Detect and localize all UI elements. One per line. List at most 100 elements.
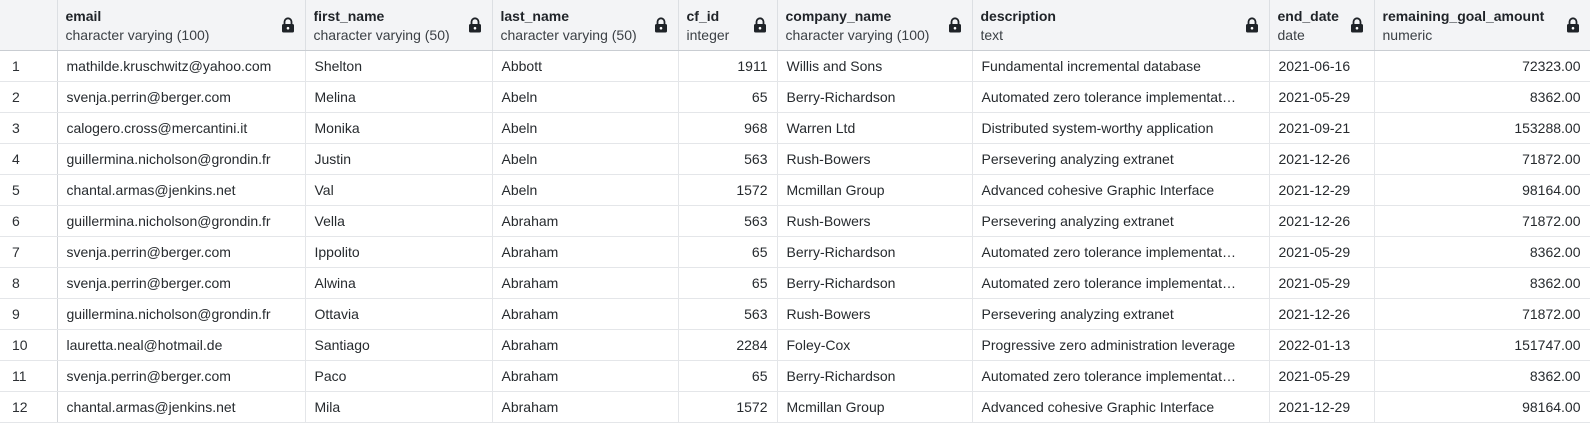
cell-email[interactable]: mathilde.kruschwitz@yahoo.com bbox=[57, 50, 306, 82]
cell-email[interactable]: svenja.perrin@berger.com bbox=[57, 81, 306, 113]
row-number[interactable]: 1 bbox=[0, 50, 58, 82]
cell-first-name[interactable]: Shelton bbox=[305, 50, 493, 82]
cell-end-date[interactable]: 2021-12-26 bbox=[1269, 143, 1375, 175]
cell-first-name[interactable]: Ippolito bbox=[305, 236, 493, 268]
cell-remaining-goal-amount[interactable]: 72323.00 bbox=[1374, 50, 1590, 82]
cell-remaining-goal-amount[interactable]: 8362.00 bbox=[1374, 81, 1590, 113]
table-row[interactable]: 11 svenja.perrin@berger.com Paco Abraham 65 B… bbox=[0, 360, 1590, 392]
cell-company-name[interactable]: Mcmillan Group bbox=[777, 174, 973, 206]
column-header-description[interactable]: description text bbox=[972, 0, 1270, 51]
cell-cf-id[interactable]: 65 bbox=[678, 360, 778, 392]
cell-end-date[interactable]: 2022-01-13 bbox=[1269, 329, 1375, 361]
cell-first-name[interactable]: Monika bbox=[305, 112, 493, 144]
cell-description[interactable]: Progressive zero administration leverage bbox=[972, 329, 1270, 361]
cell-first-name[interactable]: Paco bbox=[305, 360, 493, 392]
cell-first-name[interactable]: Santiago bbox=[305, 329, 493, 361]
cell-end-date[interactable]: 2021-05-29 bbox=[1269, 360, 1375, 392]
cell-first-name[interactable]: Alwina bbox=[305, 267, 493, 299]
cell-email[interactable]: guillermina.nicholson@grondin.fr bbox=[57, 298, 306, 330]
cell-description[interactable]: Advanced cohesive Graphic Interface bbox=[972, 391, 1270, 423]
cell-last-name[interactable]: Abeln bbox=[492, 81, 679, 113]
cell-company-name[interactable]: Willis and Sons bbox=[777, 50, 973, 82]
cell-company-name[interactable]: Berry-Richardson bbox=[777, 360, 973, 392]
cell-description[interactable]: Distributed system-worthy application bbox=[972, 112, 1270, 144]
column-header-cf-id[interactable]: cf_id integer bbox=[678, 0, 778, 51]
row-number[interactable]: 6 bbox=[0, 205, 58, 237]
cell-remaining-goal-amount[interactable]: 71872.00 bbox=[1374, 298, 1590, 330]
row-number[interactable]: 11 bbox=[0, 360, 58, 392]
cell-first-name[interactable]: Justin bbox=[305, 143, 493, 175]
column-header-last-name[interactable]: last_name character varying (50) bbox=[492, 0, 679, 51]
cell-cf-id[interactable]: 563 bbox=[678, 143, 778, 175]
table-row[interactable]: 9 guillermina.nicholson@grondin.fr Ottavia… bbox=[0, 298, 1590, 330]
cell-end-date[interactable]: 2021-12-29 bbox=[1269, 174, 1375, 206]
cell-description[interactable]: Automated zero tolerance implementat… bbox=[972, 267, 1270, 299]
cell-end-date[interactable]: 2021-05-29 bbox=[1269, 81, 1375, 113]
cell-description[interactable]: Persevering analyzing extranet bbox=[972, 143, 1270, 175]
cell-company-name[interactable]: Mcmillan Group bbox=[777, 391, 973, 423]
table-row[interactable]: 1 mathilde.kruschwitz@yahoo.com Shelton Abb… bbox=[0, 50, 1590, 82]
cell-last-name[interactable]: Abraham bbox=[492, 329, 679, 361]
table-row[interactable]: 2 svenja.perrin@berger.com Melina Abeln 65 Be… bbox=[0, 81, 1590, 113]
cell-email[interactable]: chantal.armas@jenkins.net bbox=[57, 174, 306, 206]
cell-cf-id[interactable]: 1911 bbox=[678, 50, 778, 82]
cell-last-name[interactable]: Abraham bbox=[492, 205, 679, 237]
cell-description[interactable]: Automated zero tolerance implementat… bbox=[972, 81, 1270, 113]
cell-end-date[interactable]: 2021-05-29 bbox=[1269, 267, 1375, 299]
cell-cf-id[interactable]: 1572 bbox=[678, 391, 778, 423]
cell-email[interactable]: svenja.perrin@berger.com bbox=[57, 360, 306, 392]
cell-remaining-goal-amount[interactable]: 98164.00 bbox=[1374, 391, 1590, 423]
cell-email[interactable]: svenja.perrin@berger.com bbox=[57, 267, 306, 299]
cell-cf-id[interactable]: 2284 bbox=[678, 329, 778, 361]
cell-company-name[interactable]: Berry-Richardson bbox=[777, 81, 973, 113]
row-number[interactable]: 4 bbox=[0, 143, 58, 175]
cell-email[interactable]: lauretta.neal@hotmail.de bbox=[57, 329, 306, 361]
cell-company-name[interactable]: Berry-Richardson bbox=[777, 267, 973, 299]
cell-remaining-goal-amount[interactable]: 8362.00 bbox=[1374, 360, 1590, 392]
row-number[interactable]: 12 bbox=[0, 391, 58, 423]
cell-cf-id[interactable]: 1572 bbox=[678, 174, 778, 206]
row-number[interactable]: 8 bbox=[0, 267, 58, 299]
column-header-company-name[interactable]: company_name character varying (100) bbox=[777, 0, 973, 51]
cell-end-date[interactable]: 2021-12-26 bbox=[1269, 205, 1375, 237]
cell-end-date[interactable]: 2021-09-21 bbox=[1269, 112, 1375, 144]
cell-remaining-goal-amount[interactable]: 71872.00 bbox=[1374, 143, 1590, 175]
cell-remaining-goal-amount[interactable]: 98164.00 bbox=[1374, 174, 1590, 206]
cell-cf-id[interactable]: 65 bbox=[678, 267, 778, 299]
row-number-header[interactable] bbox=[0, 0, 58, 51]
cell-cf-id[interactable]: 563 bbox=[678, 205, 778, 237]
cell-description[interactable]: Persevering analyzing extranet bbox=[972, 298, 1270, 330]
cell-remaining-goal-amount[interactable]: 8362.00 bbox=[1374, 236, 1590, 268]
cell-last-name[interactable]: Abeln bbox=[492, 143, 679, 175]
cell-first-name[interactable]: Vella bbox=[305, 205, 493, 237]
row-number[interactable]: 10 bbox=[0, 329, 58, 361]
cell-remaining-goal-amount[interactable]: 71872.00 bbox=[1374, 205, 1590, 237]
cell-description[interactable]: Automated zero tolerance implementat… bbox=[972, 360, 1270, 392]
cell-cf-id[interactable]: 65 bbox=[678, 81, 778, 113]
cell-last-name[interactable]: Abbott bbox=[492, 50, 679, 82]
table-row[interactable]: 6 guillermina.nicholson@grondin.fr Vella Ab… bbox=[0, 205, 1590, 237]
cell-first-name[interactable]: Ottavia bbox=[305, 298, 493, 330]
table-row[interactable]: 10 lauretta.neal@hotmail.de Santiago Abraha… bbox=[0, 329, 1590, 361]
cell-description[interactable]: Fundamental incremental database bbox=[972, 50, 1270, 82]
cell-last-name[interactable]: Abraham bbox=[492, 236, 679, 268]
cell-email[interactable]: guillermina.nicholson@grondin.fr bbox=[57, 205, 306, 237]
row-number[interactable]: 3 bbox=[0, 112, 58, 144]
column-header-email[interactable]: email character varying (100) bbox=[57, 0, 306, 51]
column-header-first-name[interactable]: first_name character varying (50) bbox=[305, 0, 493, 51]
row-number[interactable]: 9 bbox=[0, 298, 58, 330]
cell-cf-id[interactable]: 968 bbox=[678, 112, 778, 144]
cell-last-name[interactable]: Abraham bbox=[492, 360, 679, 392]
cell-last-name[interactable]: Abeln bbox=[492, 174, 679, 206]
cell-description[interactable]: Advanced cohesive Graphic Interface bbox=[972, 174, 1270, 206]
cell-description[interactable]: Persevering analyzing extranet bbox=[972, 205, 1270, 237]
table-row[interactable]: 7 svenja.perrin@berger.com Ippolito Abraham… bbox=[0, 236, 1590, 268]
cell-company-name[interactable]: Berry-Richardson bbox=[777, 236, 973, 268]
cell-company-name[interactable]: Rush-Bowers bbox=[777, 205, 973, 237]
cell-email[interactable]: svenja.perrin@berger.com bbox=[57, 236, 306, 268]
cell-end-date[interactable]: 2021-06-16 bbox=[1269, 50, 1375, 82]
cell-email[interactable]: calogero.cross@mercantini.it bbox=[57, 112, 306, 144]
cell-last-name[interactable]: Abraham bbox=[492, 267, 679, 299]
row-number[interactable]: 2 bbox=[0, 81, 58, 113]
